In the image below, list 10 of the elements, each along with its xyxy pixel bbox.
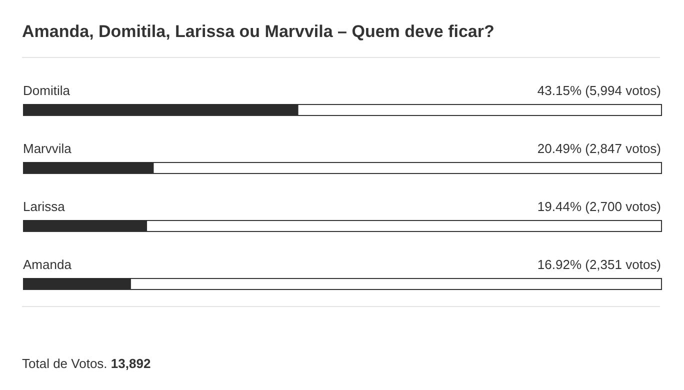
text: Total de Votos. 13,892 — [22, 356, 151, 371]
data-label: 20.49% (2,847 votos) — [537, 141, 661, 156]
y-tick-label: Larissa — [23, 199, 66, 214]
data-label: 19.44% (2,700 votos) — [537, 199, 661, 214]
y-tick-label: Amanda — [23, 257, 72, 272]
chart-title: Amanda, Domitila, Larissa ou Marvvila – Quem deve ficar? — [22, 22, 494, 42]
data-label: 16.92% (2,351 votos) — [537, 257, 661, 272]
data-label: 43.15% (5,994 votos) — [537, 83, 661, 98]
y-tick-label: Marvvila — [23, 141, 72, 156]
y-tick-label: Domitila — [23, 83, 71, 98]
